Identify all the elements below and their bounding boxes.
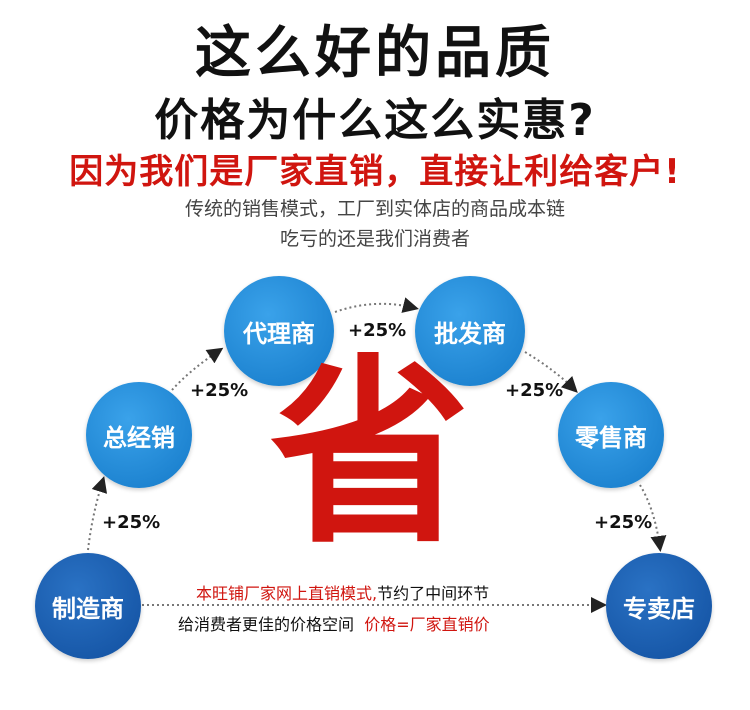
save-character: 省 <box>270 338 471 571</box>
markup-label: +25% <box>102 512 161 533</box>
note-red-2: 价格=厂家直销价 <box>364 615 490 634</box>
markup-label: +25% <box>505 380 564 401</box>
node-agent: 代理商 <box>224 276 334 386</box>
note-black-1: 节约了中间环节 <box>377 584 490 603</box>
markup-label: +25% <box>190 380 249 401</box>
note-line-1: 本旺铺厂家网上直销模式,节约了中间环节 <box>196 580 489 604</box>
subtitle-2: 吃亏的还是我们消费者 <box>279 228 470 250</box>
headline-1: 这么好的品质 <box>195 21 555 86</box>
node-wholesaler: 批发商 <box>415 276 525 386</box>
arrow-4 <box>524 351 578 393</box>
note-black-2: 给消费者更佳的价格空间 <box>178 615 355 634</box>
node-store: 专卖店 <box>606 553 712 659</box>
node-manufacturer: 制造商 <box>35 553 141 659</box>
markup-label: +25% <box>594 512 653 533</box>
arrow-1 <box>87 476 108 551</box>
subtitle-1: 传统的销售模式，工厂到实体店的商品成本链 <box>184 198 565 220</box>
headline-3: 因为我们是厂家直销，直接让利给客户! <box>69 152 681 192</box>
markup-label: +25% <box>348 320 407 341</box>
arrow-3 <box>334 297 419 313</box>
note-line-2: 给消费者更佳的价格空间 价格=厂家直销价 <box>178 611 490 635</box>
headline-2: 价格为什么这么实惠? <box>154 95 596 146</box>
arrow-5 <box>639 484 667 552</box>
note-red-1: 本旺铺厂家网上直销模式, <box>196 584 378 603</box>
arrow-2 <box>171 347 224 391</box>
node-distributor: 总经销 <box>86 382 192 488</box>
node-retailer: 零售商 <box>558 382 664 488</box>
